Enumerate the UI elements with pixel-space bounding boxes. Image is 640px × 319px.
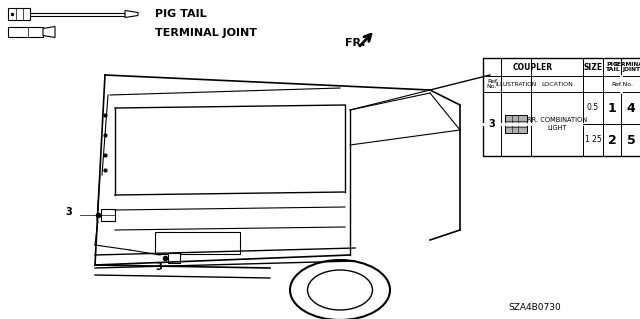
Text: 4: 4: [627, 101, 636, 115]
Text: 5: 5: [627, 133, 636, 146]
Text: Ref
No.: Ref No.: [487, 79, 497, 89]
Text: FR.: FR.: [345, 38, 365, 48]
Text: LOCATION: LOCATION: [541, 81, 573, 86]
Text: PIG
TAIL: PIG TAIL: [605, 62, 620, 72]
Text: COUPLER: COUPLER: [513, 63, 553, 71]
Bar: [8, 27, 43, 37]
Text: 2: 2: [607, 133, 616, 146]
Text: 3: 3: [488, 119, 495, 129]
Text: RR. COMBINATION
LIGHT: RR. COMBINATION LIGHT: [527, 117, 587, 130]
Text: TERMINAL
JOINT: TERMINAL JOINT: [614, 62, 640, 72]
Polygon shape: [43, 26, 55, 38]
Polygon shape: [125, 11, 138, 18]
Bar: [505, 115, 527, 133]
Ellipse shape: [307, 270, 372, 310]
Bar: [155, 232, 240, 254]
Text: ILLUSTRATION: ILLUSTRATION: [495, 81, 536, 86]
Text: 3: 3: [155, 262, 162, 272]
Text: 0.5: 0.5: [587, 103, 599, 113]
Ellipse shape: [290, 260, 390, 319]
Text: 3: 3: [65, 207, 72, 217]
Text: Ref.No.: Ref.No.: [611, 81, 633, 86]
Bar: [101, 209, 115, 221]
Bar: [8, 8, 30, 20]
Text: 1: 1: [607, 101, 616, 115]
Bar: [483, 58, 640, 156]
Text: SIZE: SIZE: [584, 63, 603, 71]
Text: TERMINAL JOINT: TERMINAL JOINT: [155, 28, 257, 38]
Bar: [168, 253, 180, 263]
Text: 1 25: 1 25: [584, 136, 602, 145]
Text: PIG TAIL: PIG TAIL: [155, 9, 207, 19]
Text: SZA4B0730: SZA4B0730: [509, 303, 561, 313]
Bar: [30, 12, 125, 16]
